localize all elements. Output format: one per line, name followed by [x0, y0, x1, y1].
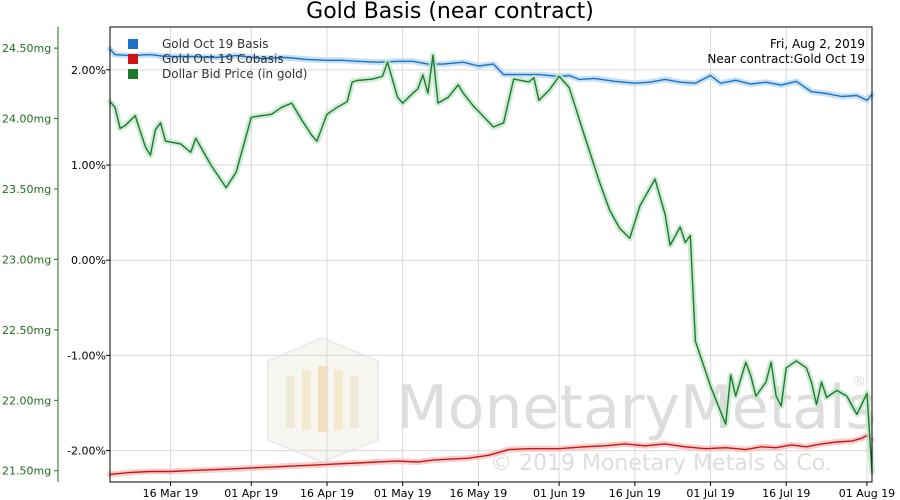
left-axis-tick-label: 22.50mg	[2, 324, 51, 337]
plot-area	[107, 45, 875, 478]
right-axis-tick-label: 1.00%	[71, 159, 106, 172]
left-axis-tick-label: 24.50mg	[2, 42, 51, 55]
x-axis: 16 Mar 19 01 Apr 19 16 Apr 19 01 May 19 16 M…	[143, 482, 895, 500]
left-axis-tick-label: 23.50mg	[2, 183, 51, 196]
monetary-metals-logo	[267, 336, 379, 464]
info-near-contract: Near contract:Gold Oct 19	[707, 52, 865, 66]
grid	[110, 27, 872, 482]
series-line-gold-oct-19-basis	[109, 48, 873, 102]
x-tick-label: 01 Apr 19	[224, 487, 278, 500]
chart-title: Gold Basis (near contract)	[306, 0, 594, 24]
legend-swatch	[128, 39, 138, 49]
plot-frame	[109, 26, 873, 483]
x-tick-label: 01 Jun 19	[533, 487, 585, 500]
watermark-copyright: © 2019 Monetary Metals & Co.	[490, 451, 832, 476]
legend-swatch	[128, 54, 138, 64]
x-tick-label: 16 Jul 19	[762, 487, 810, 500]
right-axis-tick-label: 0.00%	[71, 254, 106, 267]
info-date: Fri, Aug 2, 2019	[770, 37, 865, 51]
legend-label: Gold Oct 19 Cobasis	[162, 52, 284, 66]
watermark-brand: MonetaryMetals	[396, 373, 877, 443]
right-axis-tick-label: -2.00%	[67, 445, 106, 458]
left-axis-tick-label: 24.00mg	[2, 113, 51, 126]
series-line-dollar-bid-price-in-gold	[109, 54, 873, 473]
left-axis-tick-label: 22.00mg	[2, 394, 51, 407]
legend-label: Dollar Bid Price (in gold)	[162, 67, 307, 81]
right-y-axis: -2.00% -1.00% 0.00% 1.00% 2.00%	[67, 64, 110, 458]
x-tick-label: 16 Apr 19	[300, 487, 354, 500]
right-axis-tick-label: -1.00%	[67, 349, 106, 362]
x-tick-label: 16 May 19	[450, 487, 508, 500]
right-axis-tick-label: 2.00%	[71, 64, 106, 77]
watermark-registered-mark: ®	[852, 374, 866, 390]
left-y-axis: 21.50mg 22.00mg 22.50mg 23.00mg 23.50mg 24.00…	[2, 27, 59, 482]
left-axis-tick-label: 21.50mg	[2, 465, 51, 478]
legend-label: Gold Oct 19 Basis	[162, 37, 268, 51]
watermark: MonetaryMetals ® © 2019 Monetary Metals …	[267, 336, 877, 476]
legend-swatch	[128, 69, 138, 79]
x-tick-label: 01 Jul 19	[686, 487, 734, 500]
left-axis-tick-label: 23.00mg	[2, 253, 51, 266]
x-tick-label: 16 Mar 19	[143, 487, 199, 500]
x-tick-label: 01 Aug 19	[839, 487, 895, 500]
x-tick-label: 16 Jun 19	[609, 487, 661, 500]
x-tick-label: 01 May 19	[374, 487, 432, 500]
series-line-gold-oct-19-cobasis	[109, 434, 873, 476]
